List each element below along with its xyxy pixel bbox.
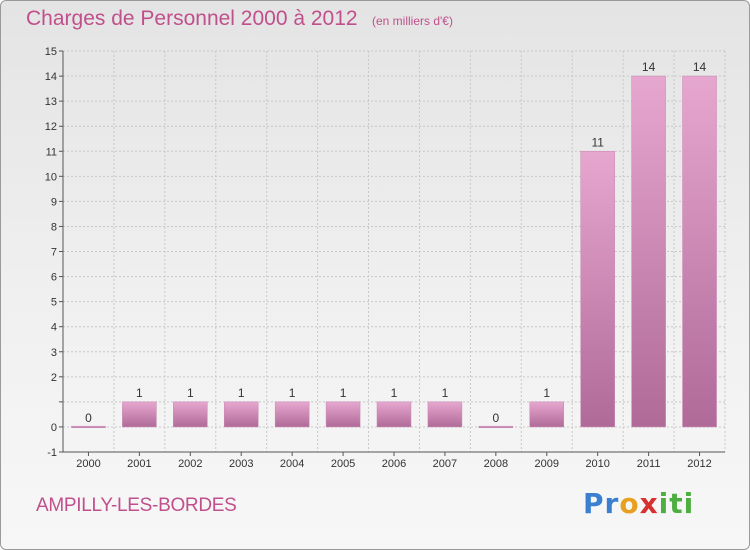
data-label: 0 [85, 411, 92, 425]
data-label: 11 [591, 135, 604, 149]
chart-title: Charges de Personnel 2000 à 2012 [26, 7, 358, 30]
bar [122, 401, 157, 428]
x-tick-label: 2005 [331, 458, 355, 470]
y-tick-label: 6 [51, 272, 57, 284]
y-tick-label: 5 [51, 297, 57, 309]
data-label: 1 [340, 386, 347, 400]
logo-letter: t [669, 487, 684, 520]
logo-letter: x [639, 487, 659, 520]
data-label: 1 [391, 386, 398, 400]
commune-name: AMPILLY-LES-BORDES [36, 495, 237, 516]
bar [376, 401, 412, 428]
axes [59, 50, 725, 456]
y-tick-label: 3 [51, 347, 57, 359]
x-tick-label: 2002 [178, 458, 202, 470]
y-tick-label: -1 [47, 447, 57, 459]
y-tick-label: 14 [45, 71, 57, 83]
bar [325, 401, 361, 428]
bars [71, 75, 717, 428]
data-label: 14 [642, 60, 656, 74]
x-tick-label: 2004 [280, 458, 304, 470]
bar [682, 75, 717, 428]
bar [427, 401, 463, 428]
data-label: 1 [442, 386, 449, 400]
bar [223, 401, 259, 428]
data-label: 1 [136, 386, 143, 400]
logo-letter: o [619, 487, 640, 520]
x-tick-label: 2008 [484, 458, 508, 470]
y-tick-label: 4 [51, 322, 57, 334]
y-tick-label: 0 [51, 422, 57, 434]
x-tick-label: 2007 [433, 458, 457, 470]
x-tick-label: 2006 [382, 458, 406, 470]
chart-subtitle: (en milliers d'€) [372, 14, 453, 28]
data-label: 1 [289, 386, 296, 400]
x-tick-label: 2001 [127, 458, 151, 470]
logo-letter: i [683, 487, 695, 520]
bar [529, 401, 565, 428]
x-tick-label: 2000 [76, 458, 100, 470]
x-tick-labels: 2000 2001 2002 2003 2004 2005 2006 2007 2008 2009… [76, 458, 712, 470]
y-tick-label: 10 [45, 171, 57, 183]
y-tick-label: 8 [51, 221, 57, 233]
y-tick-label: 13 [45, 96, 57, 108]
bar [631, 75, 666, 428]
y-tick-label: 2 [51, 372, 57, 384]
x-tick-label: 2003 [229, 458, 253, 470]
data-label: 1 [187, 386, 194, 400]
y-tick-label: 7 [51, 247, 57, 259]
bar [478, 425, 514, 428]
x-tick-label: 2010 [585, 458, 609, 470]
bar [71, 425, 106, 428]
proxiti-logo: Proxiti [583, 487, 694, 520]
y-tick-label: 15 [45, 46, 57, 58]
y-tick-label: 12 [45, 121, 57, 133]
data-label: 1 [238, 386, 245, 400]
y-tick-label: 9 [51, 196, 57, 208]
data-label: 0 [493, 411, 500, 425]
bar [173, 401, 208, 428]
x-tick-label: 2011 [637, 458, 661, 470]
y-tick-labels: -1 0 2 3 4 5 6 7 8 9 10 11 12 13 14 15 [45, 46, 57, 459]
x-tick-label: 2009 [535, 458, 559, 470]
data-label: 14 [693, 60, 707, 74]
data-label: 1 [543, 386, 550, 400]
bar [274, 401, 310, 428]
logo-letter: i [658, 487, 670, 520]
logo-letter: P [583, 487, 605, 520]
logo-letter: r [604, 487, 620, 520]
x-tick-label: 2012 [687, 458, 711, 470]
bar [580, 151, 615, 428]
grid-lines [62, 50, 726, 453]
y-tick-label: 11 [46, 146, 57, 158]
